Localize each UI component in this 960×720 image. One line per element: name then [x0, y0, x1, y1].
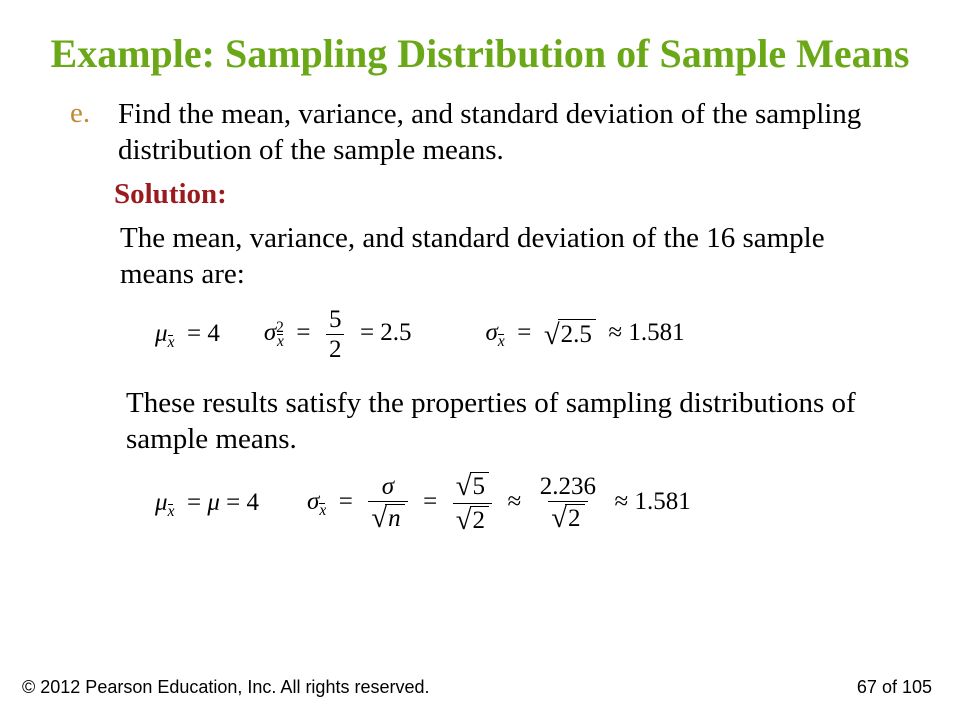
prompt-text: Find the mean, variance, and standard de… [118, 97, 890, 168]
page-number: 67 of 105 [857, 677, 932, 698]
var-numer: 5 [326, 307, 345, 334]
dec-num: 2.236 [537, 474, 599, 501]
slide: Example: Sampling Distribution of Sample… [0, 0, 960, 720]
n-sym: n [385, 504, 405, 533]
copyright-text: © 2012 Pearson Education, Inc. All right… [22, 677, 430, 698]
eq-stddev: σx = √2.5 ≈ 1.581 [486, 319, 685, 349]
var-decimal: 2.5 [380, 319, 411, 346]
eq-variance: σ2x = 5 2 = 2.5 [264, 307, 412, 362]
var-denom: 2 [326, 334, 345, 362]
root-n-denom: 2 [470, 506, 490, 535]
equation-row-1: μx = 4 σ2x = 5 2 = 2.5 σx = √2.5 ≈ 1.581 [155, 307, 890, 362]
list-marker: e. [70, 97, 118, 130]
dec-den: 2 [565, 504, 585, 533]
mu-value: 4 [246, 489, 259, 516]
eq-mean: μx = 4 [155, 320, 220, 348]
eq-sigma-relation: σx = σ √n = √5 √2 ≈ 2.236 √2 ≈ 1.581 [307, 472, 691, 535]
slide-body: e. Find the mean, variance, and standard… [0, 77, 960, 534]
final-approx: 1.581 [634, 488, 690, 515]
sd-radicand: 2.5 [558, 319, 596, 349]
sd-approx: 1.581 [628, 319, 684, 346]
conclusion-text: These results satisfy the properties of … [126, 386, 890, 458]
list-item: e. Find the mean, variance, and standard… [70, 97, 890, 168]
equation-row-2: μx = μ = 4 σx = σ √n = √5 √2 ≈ 2.236 [155, 472, 890, 535]
slide-title: Example: Sampling Distribution of Sample… [0, 0, 960, 77]
root-sigma-num: 5 [470, 472, 490, 501]
solution-intro: The mean, variance, and standard deviati… [120, 221, 890, 293]
solution-label: Solution: [114, 178, 890, 211]
mean-value: 4 [207, 320, 220, 347]
eq-mu-relation: μx = μ = 4 [155, 489, 259, 517]
